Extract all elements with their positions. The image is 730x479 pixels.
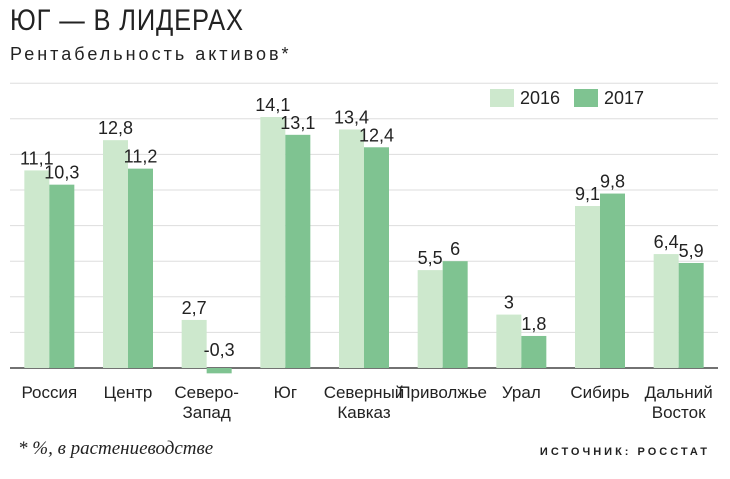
category-label: Восток: [652, 403, 706, 422]
category-label: Северный: [324, 383, 405, 402]
data-label: -0,3: [204, 340, 235, 360]
bar-2016: [24, 170, 50, 368]
category-label: Кавказ: [337, 403, 390, 422]
data-label: 2,7: [182, 298, 207, 318]
bar-2017: [128, 168, 153, 368]
bar-2017: [285, 134, 311, 368]
data-label: 6: [450, 239, 460, 259]
data-label: 9,8: [600, 172, 625, 192]
bar-2017: [678, 262, 704, 368]
bar-2016: [417, 270, 443, 368]
data-label: 11,1: [20, 148, 54, 168]
legend: 2016 2017: [490, 88, 644, 108]
legend-swatch: [490, 89, 514, 107]
data-labels: 11,110,3 12,8 11,2 2,7 -0,3 14,113,1 13,412,4 5…: [20, 95, 704, 360]
data-label: 11,2: [124, 147, 158, 167]
data-label: 13,4: [334, 107, 369, 127]
bar-2016: [575, 206, 600, 368]
data-label: 3: [504, 293, 514, 313]
category-label: Центр: [104, 383, 153, 402]
category-label: Сибирь: [570, 383, 629, 402]
bar-2017: [206, 368, 232, 374]
data-label: 12,8: [98, 118, 133, 138]
bar-2017: [521, 335, 547, 368]
bar-2017: [600, 193, 625, 368]
legend-label: 2016: [520, 88, 560, 108]
bar-2017: [49, 184, 75, 368]
bars: [24, 117, 704, 374]
category-label: Северо-: [174, 383, 239, 402]
data-label: 13,1: [280, 113, 315, 133]
footnote: * %, в растениеводстве: [18, 438, 214, 459]
bar-2016: [181, 319, 207, 368]
data-label: 1,8: [521, 314, 546, 334]
bar-2016: [339, 129, 364, 368]
category-label: Россия: [21, 383, 77, 402]
category-label: Приволжье: [398, 383, 487, 402]
bar-2016: [496, 314, 522, 368]
bar-2016: [103, 140, 128, 368]
chart-subtitle: Рентабельность активов*: [10, 44, 292, 64]
data-label: 6,4: [654, 232, 679, 252]
chart-title: ЮГ — В ЛИДЕРАХ: [10, 4, 244, 37]
category-label: Запад: [183, 403, 231, 422]
data-label: 5,5: [418, 248, 443, 268]
category-label: Урал: [502, 383, 541, 402]
bar-2016: [653, 254, 679, 368]
data-label: 12,4: [359, 125, 394, 145]
legend-label: 2017: [604, 88, 644, 108]
data-label: 14,1: [255, 95, 290, 115]
data-label: 5,9: [679, 241, 704, 261]
bar-2017: [442, 261, 468, 368]
data-label: 9,1: [575, 184, 600, 204]
data-label: 10,3: [44, 163, 79, 183]
bar-2017: [364, 147, 389, 368]
bar-2016: [260, 117, 286, 369]
category-label: Юг: [274, 383, 297, 402]
source-note: ИСТОЧНИК: РОССТАТ: [539, 446, 710, 458]
category-label: Дальний: [645, 383, 713, 402]
legend-swatch: [574, 89, 598, 107]
